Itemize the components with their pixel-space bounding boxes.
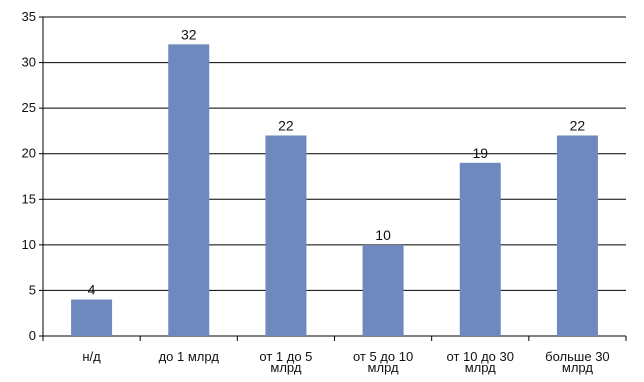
- category-label-line: млрд: [270, 360, 301, 375]
- y-tick-label: 35: [22, 9, 36, 24]
- data-label: 19: [472, 145, 488, 161]
- data-label: 22: [278, 117, 294, 133]
- y-tick-label: 0: [29, 328, 36, 343]
- category-label-line: больше 30: [545, 349, 609, 364]
- bars: [71, 44, 598, 336]
- data-label: 4: [88, 282, 96, 298]
- category-label-line: млрд: [562, 360, 593, 375]
- bar: [265, 135, 307, 336]
- category-label: н/д: [82, 349, 101, 364]
- axes: [39, 16, 627, 341]
- y-tick-label: 5: [29, 282, 36, 297]
- category-label-line: до 1 млрд: [159, 349, 220, 364]
- y-tick-label: 10: [22, 237, 36, 252]
- bar: [459, 162, 501, 336]
- category-label: от 10 до 30 млрд: [447, 349, 514, 375]
- y-tick-label: 25: [22, 100, 36, 115]
- data-label: 22: [570, 117, 586, 133]
- y-tick-label: 20: [22, 146, 36, 161]
- category-label-line: млрд: [465, 360, 496, 375]
- y-tick-label: 30: [22, 55, 36, 70]
- bar: [168, 44, 210, 336]
- category-label-line: млрд: [368, 360, 399, 375]
- category-label: больше 30 млрд: [545, 349, 609, 375]
- bar: [362, 244, 404, 336]
- category-label: до 1 млрд: [159, 349, 220, 364]
- category-label: от 1 до 5 млрд: [259, 349, 312, 375]
- y-tick-label: 15: [22, 191, 36, 206]
- category-label-line: от 1 до 5: [259, 349, 312, 364]
- gridlines: [43, 16, 626, 291]
- bar: [71, 299, 113, 336]
- category-label-line: от 10 до 30: [447, 349, 514, 364]
- category-label-line: от 5 до 10: [353, 349, 413, 364]
- category-label: от 5 до 10 млрд: [353, 349, 413, 375]
- data-label: 32: [181, 26, 197, 42]
- category-label-line: н/д: [82, 349, 101, 364]
- bar: [556, 135, 598, 336]
- data-label: 10: [375, 227, 391, 243]
- labels: 0 5 10 15 20 25 30 35 4 н/д 32 до 1 млрд 22 от 1 до 5…: [22, 9, 610, 375]
